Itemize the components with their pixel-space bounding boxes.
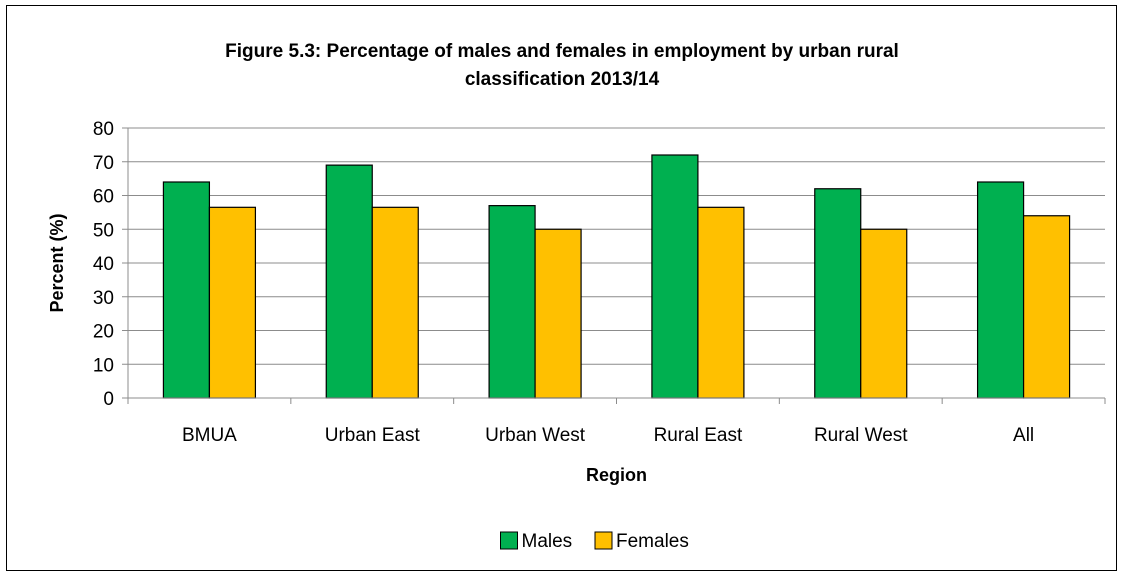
x-tick-label-rural-east: Rural East bbox=[654, 425, 743, 446]
bar-males-all bbox=[978, 182, 1024, 398]
bar-males-rural-west bbox=[815, 189, 861, 398]
y-tick-label-60: 60 bbox=[93, 187, 114, 208]
y-tick-label-30: 30 bbox=[93, 288, 114, 309]
y-axis-label: Percent (%) bbox=[47, 213, 67, 312]
x-tick-label-rural-west: Rural West bbox=[814, 425, 908, 446]
y-tick-label-40: 40 bbox=[93, 254, 114, 275]
bar-males-rural-east bbox=[652, 155, 698, 398]
x-tick-label-all: All bbox=[1013, 425, 1034, 446]
y-tick-label-20: 20 bbox=[93, 322, 114, 343]
y-tick-labels: 0 10 20 30 40 50 60 70 80 bbox=[93, 119, 114, 410]
bar-females-rural-west bbox=[861, 229, 907, 398]
bar-females-urban-west bbox=[535, 229, 581, 398]
x-tick-labels: BMUA Urban East Urban West Rural East Rural … bbox=[182, 425, 1034, 446]
bar-males-urban-east bbox=[326, 165, 372, 398]
bar-males-urban-west bbox=[489, 206, 535, 398]
y-tick-label-70: 70 bbox=[93, 153, 114, 174]
x-tick-label-bmua: BMUA bbox=[182, 425, 237, 446]
legend: Males Females bbox=[501, 531, 689, 552]
bar-females-rural-east bbox=[698, 207, 744, 398]
legend-swatch-males bbox=[501, 532, 518, 549]
axes bbox=[128, 128, 1105, 404]
y-tick-label-50: 50 bbox=[93, 220, 114, 241]
y-tick-label-10: 10 bbox=[93, 355, 114, 376]
gridlines bbox=[122, 128, 1105, 398]
legend-swatch-females bbox=[595, 532, 612, 549]
bar-females-bmua bbox=[209, 207, 255, 398]
bars bbox=[163, 155, 1069, 398]
y-tick-label-0: 0 bbox=[103, 389, 114, 410]
bar-females-all bbox=[1024, 216, 1070, 398]
x-axis-label: Region bbox=[586, 465, 647, 485]
legend-label-females: Females bbox=[616, 531, 689, 552]
y-tick-label-80: 80 bbox=[93, 119, 114, 140]
x-tick-label-urban-east: Urban East bbox=[325, 425, 421, 446]
legend-label-males: Males bbox=[522, 531, 573, 552]
bar-females-urban-east bbox=[372, 207, 418, 398]
bar-males-bmua bbox=[163, 182, 209, 398]
x-tick-label-urban-west: Urban West bbox=[485, 425, 586, 446]
